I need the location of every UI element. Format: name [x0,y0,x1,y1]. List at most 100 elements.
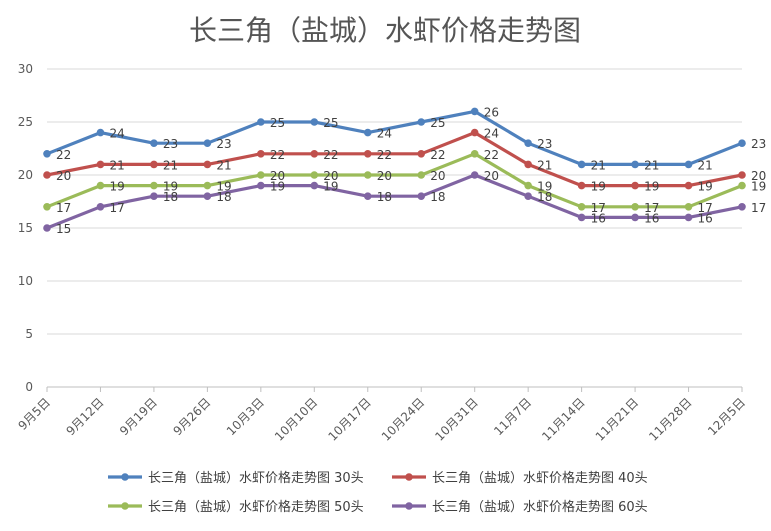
data-point [203,181,212,190]
chart-title: 长三角（盐城）水虾价格走势图 [189,14,581,47]
data-point [363,192,372,200]
data-point [577,203,586,211]
data-point [150,160,158,169]
data-point [524,139,532,147]
x-tick-label: 11月21日 [593,395,641,443]
y-tick-label: 20 [18,168,33,182]
data-point [96,128,105,137]
data-point [150,192,158,200]
data-label: 15 [56,222,71,236]
data-point [631,181,639,190]
data-point [738,139,746,147]
data-point [257,181,265,190]
data-label: 24 [377,127,392,141]
data-label: 25 [323,116,338,130]
data-label: 18 [377,190,392,204]
legend-swatch-marker [121,473,129,481]
data-label: 20 [323,169,338,183]
data-label: 25 [270,116,285,130]
data-point [524,160,532,169]
data-label: 19 [163,180,178,194]
x-tick-label: 10月10日 [272,395,320,443]
data-label: 19 [644,180,659,194]
data-point [524,181,532,190]
data-point [43,150,51,158]
data-label: 19 [216,180,231,194]
data-point [631,203,639,211]
data-point [257,171,265,179]
legend-entry-label: 长三角（盐城）水虾价格走势图 30头 [148,470,364,486]
data-point [96,203,105,211]
data-point [257,150,265,158]
data-point [470,150,479,158]
data-label: 24 [109,127,124,141]
data-point [203,139,212,147]
y-tick-label: 5 [25,327,33,341]
data-point [363,171,372,179]
data-point [417,192,426,200]
data-label: 23 [163,137,178,151]
data-label: 16 [698,211,713,225]
x-tick-label: 11月7日 [491,395,534,438]
data-point [577,181,586,190]
data-label: 22 [430,148,445,162]
data-label: 17 [56,201,71,215]
data-label: 23 [751,137,766,151]
data-point [577,213,586,222]
data-label: 20 [484,169,499,183]
data-point [43,171,51,179]
data-label: 23 [216,137,231,151]
x-tick-label: 9月26日 [170,395,213,438]
data-label: 18 [537,190,552,204]
data-label: 18 [163,190,178,204]
data-label: 21 [163,158,178,172]
data-label: 21 [216,158,231,172]
data-point [684,160,693,169]
series-lines [43,107,746,232]
data-label: 18 [430,190,445,204]
data-point [631,213,639,222]
data-point [684,203,693,211]
data-label: 20 [377,169,392,183]
data-point [524,192,532,200]
x-tick-label: 9月12日 [64,395,107,438]
data-point [310,171,319,179]
data-label: 17 [644,201,659,215]
data-point [577,160,586,169]
legend-entry-label: 长三角（盐城）水虾价格走势图 50头 [148,499,364,515]
data-label: 21 [591,158,606,172]
data-point [738,171,746,179]
data-point [470,107,479,116]
data-point [310,118,319,126]
data-label: 17 [751,201,766,215]
x-tick-label: 11月14日 [539,395,587,443]
legend-entry-label: 长三角（盐城）水虾价格走势图 60头 [432,499,648,515]
x-tick-label: 10月31日 [432,395,480,443]
data-point [738,181,746,190]
data-point [203,160,212,169]
data-point [43,224,51,232]
series-line-2 [45,152,744,209]
data-label: 25 [430,116,445,130]
legend: 长三角（盐城）水虾价格走势图 30头 长三角（盐城）水虾价格走势图 40头长三角（… [108,470,648,515]
data-label: 22 [484,148,499,162]
series-line-3 [45,173,744,230]
data-label: 22 [323,148,338,162]
data-point [470,171,479,179]
data-label: 22 [270,148,285,162]
data-point [203,192,212,200]
series-line-0 [45,109,744,166]
data-point [363,128,372,137]
x-tick-label: 12月5日 [705,395,748,438]
data-label: 22 [56,148,71,162]
data-label: 19 [323,180,338,194]
y-tick-label: 15 [18,221,33,235]
y-tick-label: 30 [18,62,33,76]
data-point [150,139,158,147]
data-point [363,150,372,158]
y-tick-label: 25 [18,115,33,129]
data-label: 21 [537,158,552,172]
data-label: 19 [698,180,713,194]
legend-entry-label: 长三角（盐城）水虾价格走势图 40头 [432,470,648,486]
